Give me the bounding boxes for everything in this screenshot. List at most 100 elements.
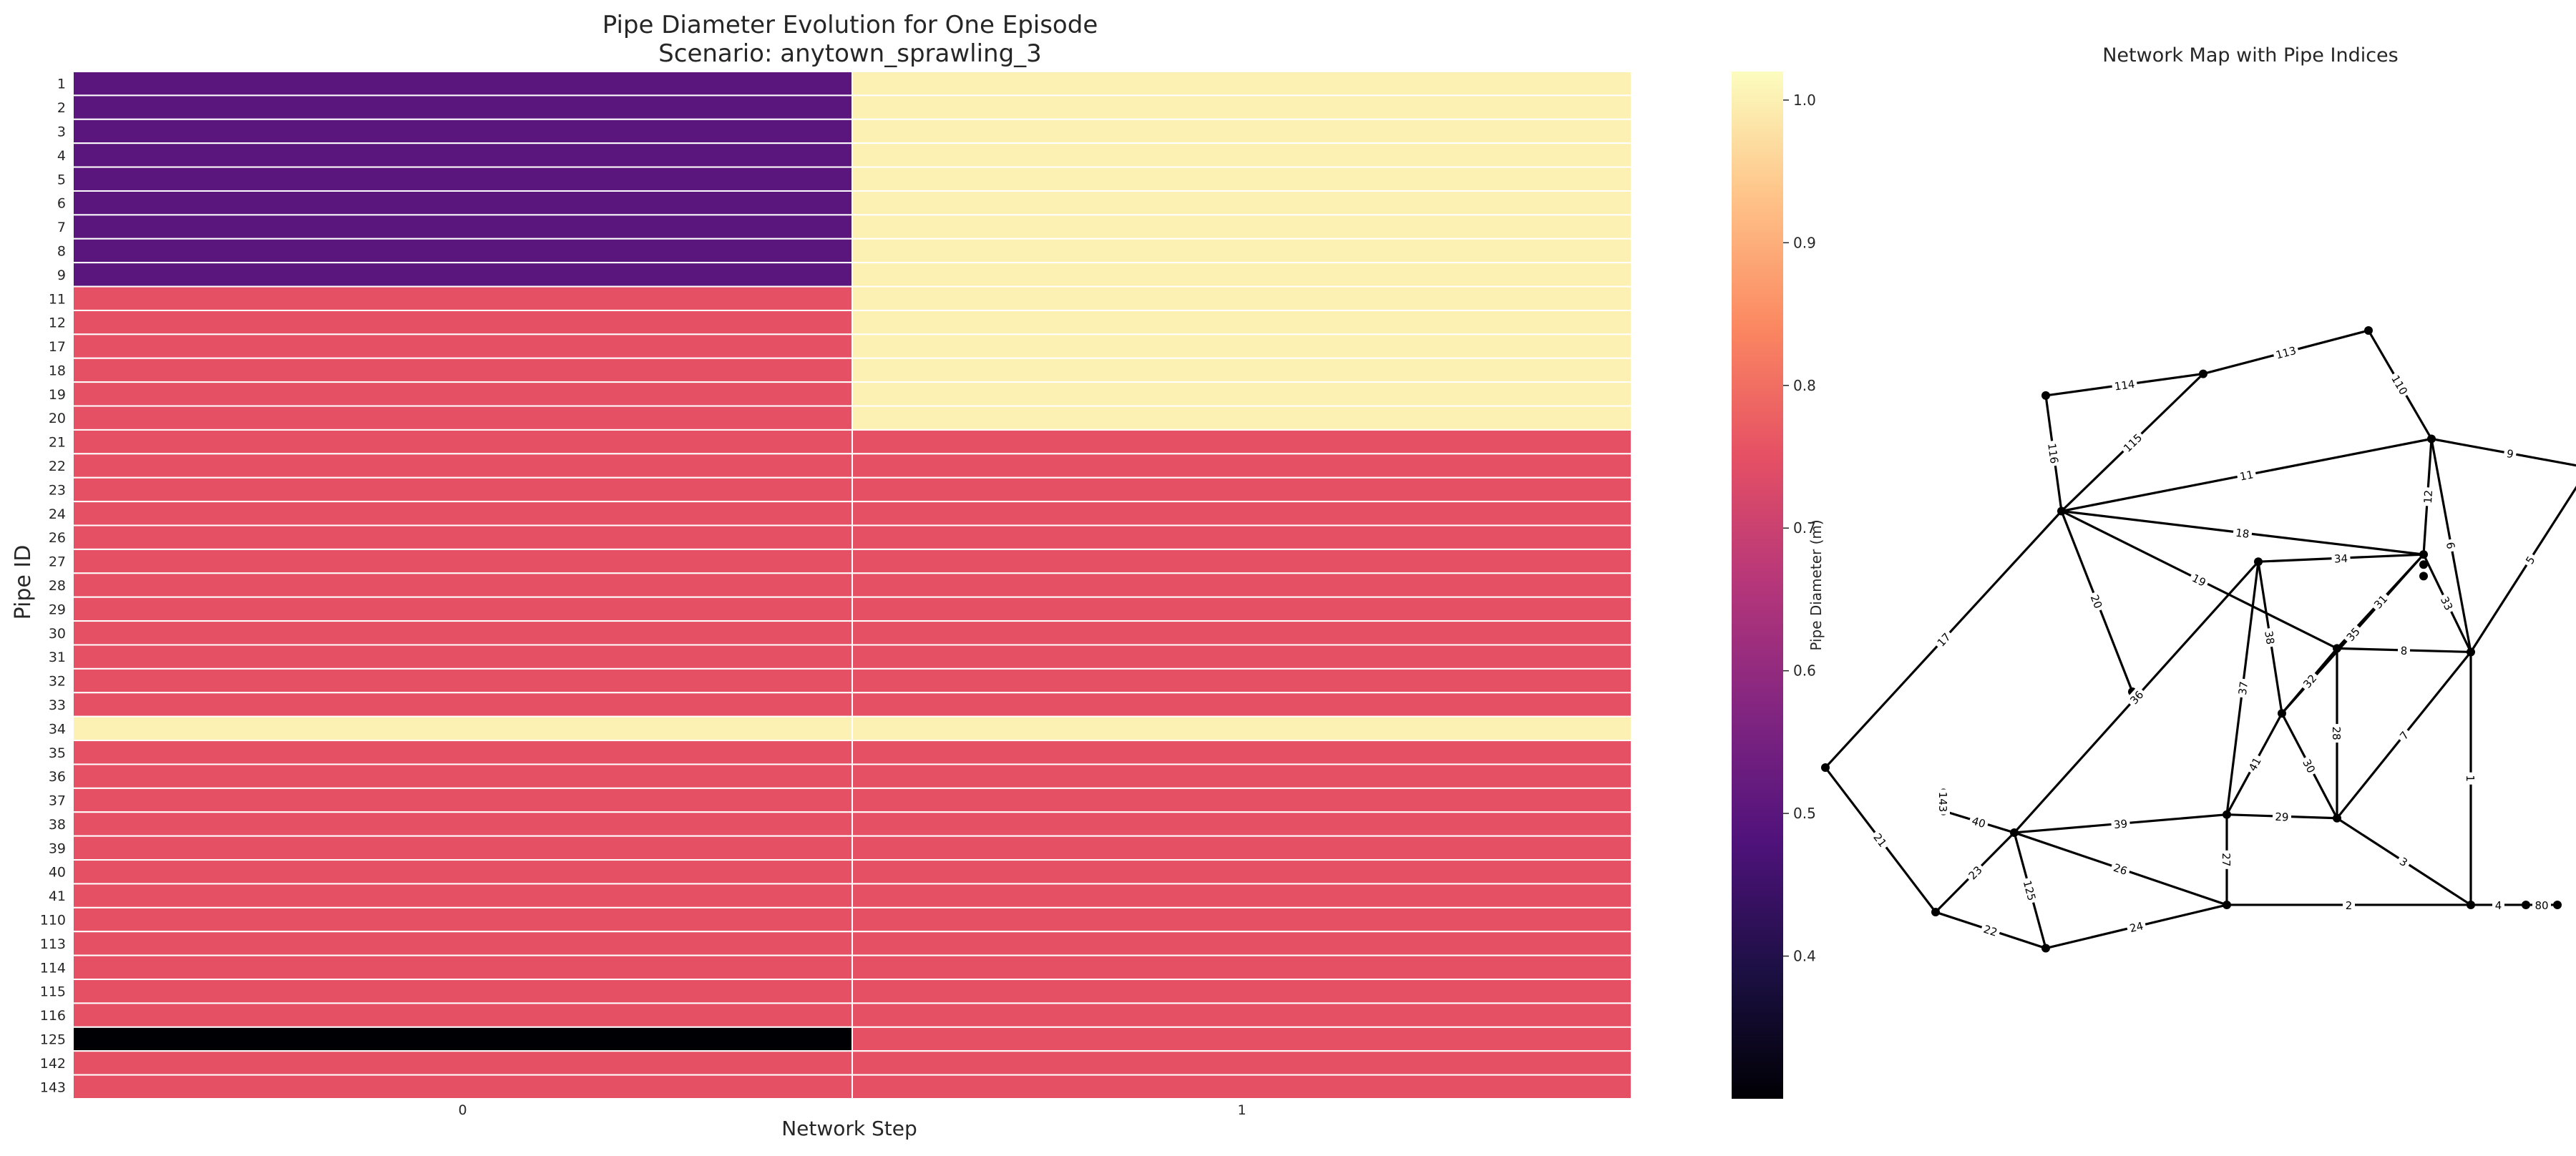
heatmap-cell bbox=[72, 71, 853, 97]
pipe-index-label: 34 bbox=[2334, 552, 2348, 566]
heatmap-cells bbox=[72, 71, 1632, 1099]
heatmap-cell bbox=[72, 906, 853, 933]
pipe-label-background bbox=[2233, 525, 2253, 541]
heatmap-y-tick-label: 116 bbox=[40, 1008, 66, 1024]
heatmap-cell bbox=[72, 381, 853, 407]
pipe-index-label: 24 bbox=[2128, 919, 2145, 935]
heatmap-cell bbox=[72, 524, 853, 550]
pipe-index-label: 26 bbox=[2112, 861, 2129, 878]
heatmap-cell bbox=[72, 1002, 853, 1028]
pipe-label-background bbox=[2521, 551, 2539, 569]
pipe-label-background bbox=[1979, 921, 2002, 939]
pipe-label-background bbox=[2272, 809, 2292, 823]
heatmap-cell bbox=[72, 285, 853, 311]
network-node bbox=[2419, 550, 2428, 559]
pipe-label-background bbox=[1932, 628, 1955, 651]
network-node bbox=[2364, 326, 2373, 335]
network-node bbox=[2522, 900, 2530, 909]
heatmap-cell bbox=[852, 524, 1632, 550]
heatmap-y-tick-label: 113 bbox=[40, 936, 66, 952]
pipe-label-background bbox=[2397, 643, 2411, 657]
colorbar-ticks: 0.4 0.5 0.6 0.7 0.8 0.9 1.0 bbox=[1783, 92, 1816, 965]
heatmap-y-tick-label: 3 bbox=[57, 124, 66, 139]
heatmap-y-tick-label: 37 bbox=[49, 793, 66, 809]
heatmap-cell bbox=[852, 428, 1632, 455]
heatmap-y-tick-label: 26 bbox=[49, 530, 66, 546]
heatmap-cell bbox=[852, 453, 1632, 479]
heatmap-y-tick-label: 36 bbox=[49, 769, 66, 785]
colorbar-tick-label: 0.9 bbox=[1793, 234, 1816, 251]
heatmap-cell bbox=[852, 620, 1632, 646]
heatmap-y-tick-label: 17 bbox=[49, 339, 66, 355]
heatmap-y-tick-label: 32 bbox=[49, 674, 66, 690]
heatmap-cell bbox=[852, 309, 1632, 335]
pipe-label-background bbox=[2395, 853, 2413, 871]
network-node bbox=[2333, 813, 2341, 823]
heatmap-cell bbox=[852, 548, 1632, 574]
heatmap-y-tick-label: 41 bbox=[49, 888, 66, 904]
network-node bbox=[2553, 900, 2562, 909]
pipe-index-label: 4 bbox=[2495, 899, 2502, 912]
heatmap-cell bbox=[852, 692, 1632, 717]
heatmap-y-axis-label: Pipe ID bbox=[11, 545, 36, 620]
heatmap-cell bbox=[852, 262, 1632, 288]
heatmap-y-tick-label: 142 bbox=[40, 1056, 66, 1072]
pipe-index-label: 29 bbox=[2275, 810, 2289, 824]
heatmap-y-tick-label: 114 bbox=[40, 960, 66, 976]
pipe-label-background bbox=[2125, 685, 2147, 709]
heatmap-y-tick-label: 110 bbox=[40, 913, 66, 929]
heatmap-cell bbox=[852, 644, 1632, 670]
heatmap-x-axis-label: Network Step bbox=[781, 1117, 917, 1140]
colorbar-tick-label: 0.5 bbox=[1793, 805, 1816, 822]
pipe-label-background bbox=[1937, 789, 1950, 815]
heatmap-cell bbox=[72, 405, 853, 431]
heatmap-cell bbox=[72, 262, 853, 288]
network-node bbox=[2427, 434, 2436, 444]
heatmap-y-tick-label: 22 bbox=[49, 459, 66, 474]
network-node bbox=[2467, 900, 2475, 909]
network-node bbox=[2057, 506, 2066, 516]
pipe-label-background bbox=[2087, 590, 2107, 613]
heatmap-cell bbox=[72, 142, 853, 168]
network-node bbox=[2333, 644, 2341, 653]
colorbar-tick-label: 0.4 bbox=[1793, 948, 1816, 965]
pipe-label-background bbox=[2299, 754, 2320, 778]
pipe-index-label: 18 bbox=[2235, 526, 2250, 541]
pipe-index-label: 12 bbox=[2421, 489, 2435, 504]
heatmap-y-tick-label: 38 bbox=[49, 817, 66, 833]
pipe-label-background bbox=[2532, 898, 2551, 911]
heatmap-x-tick-label: 0 bbox=[458, 1102, 467, 1118]
heatmap-cell bbox=[852, 381, 1632, 407]
colorbar-tick-label: 0.8 bbox=[1793, 377, 1816, 394]
heatmap-cell bbox=[852, 835, 1632, 861]
heatmap-cell bbox=[852, 859, 1632, 885]
pipe-label-background bbox=[2125, 918, 2147, 936]
heatmap-cell bbox=[72, 1074, 853, 1099]
pipe-label-background bbox=[2420, 486, 2435, 506]
pipe-label-background bbox=[2111, 376, 2138, 393]
heatmap-cell bbox=[72, 476, 853, 503]
pipe-index-label: 2 bbox=[2346, 899, 2353, 912]
heatmap-y-tick-label: 125 bbox=[40, 1032, 66, 1048]
heatmap-y-tick-label: 143 bbox=[40, 1079, 66, 1095]
network-node bbox=[2199, 369, 2207, 378]
network-node bbox=[2467, 647, 2475, 657]
pipe-label-background bbox=[2388, 371, 2412, 399]
heatmap-cell bbox=[72, 94, 853, 120]
heatmap-y-tick-label: 34 bbox=[49, 721, 66, 737]
pipe-label-background bbox=[2235, 677, 2250, 698]
heatmap-cell bbox=[852, 1002, 1632, 1028]
heatmap-cell bbox=[72, 501, 853, 526]
heatmap-cell bbox=[852, 596, 1632, 622]
heatmap-y-tick-label: 11 bbox=[49, 291, 66, 307]
pipe-label-background bbox=[2331, 724, 2343, 743]
heatmap-cell bbox=[72, 859, 853, 885]
network-node bbox=[2010, 828, 2019, 837]
heatmap-y-tick-label: 19 bbox=[49, 387, 66, 403]
heatmap-cell bbox=[852, 166, 1632, 192]
heatmap-y-tick-label: 18 bbox=[49, 363, 66, 378]
heatmap-cell bbox=[852, 1074, 1632, 1099]
heatmap-cell bbox=[852, 906, 1632, 933]
network-node bbox=[2223, 900, 2231, 909]
